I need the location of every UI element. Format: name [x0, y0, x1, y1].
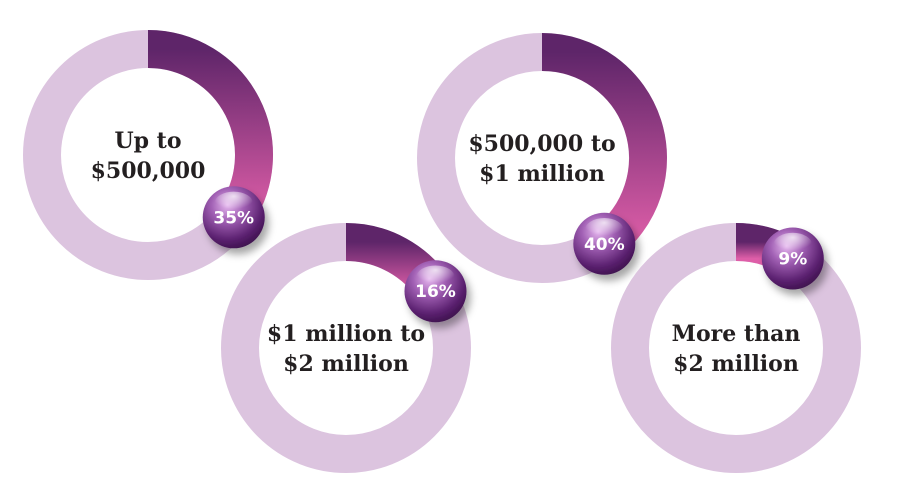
percent-badge: 16%	[404, 260, 467, 323]
ring-label-line: More than	[672, 321, 801, 347]
donut-value-arc	[541, 33, 667, 260]
ring-label-line: $2 million	[283, 351, 409, 377]
percent-badge: 9%	[761, 227, 824, 290]
donut-ring-2: $1 million to $2 million 16%	[221, 223, 471, 473]
ring-label-line: $500,000 to	[468, 131, 615, 157]
badge-highlight	[416, 265, 455, 290]
percent-badge: 35%	[202, 186, 265, 249]
percent-value-label: 16%	[415, 282, 456, 302]
percent-value-label: 35%	[213, 208, 254, 228]
donut-ring-1: Up to $500,000 35%	[23, 30, 273, 280]
ring-label-line: $1 million to	[267, 321, 425, 347]
ring-label-line: $500,000	[91, 158, 206, 184]
percent-value-label: 40%	[584, 235, 625, 255]
badge-highlight	[214, 191, 253, 216]
donut-ring-4: More than $2 million 9%	[611, 223, 861, 473]
badge-highlight	[585, 218, 624, 242]
badge-highlight	[773, 232, 813, 257]
ring-label-line: Up to	[114, 128, 181, 154]
percent-badge: 40%	[573, 212, 636, 275]
ring-label-line: $1 million	[479, 161, 605, 187]
donut-value-arc	[147, 30, 273, 229]
donut-ring-3: $500,000 to $1 million 40%	[417, 33, 667, 283]
percent-value-label: 9%	[778, 250, 807, 270]
ring-label-line: $2 million	[673, 351, 799, 377]
